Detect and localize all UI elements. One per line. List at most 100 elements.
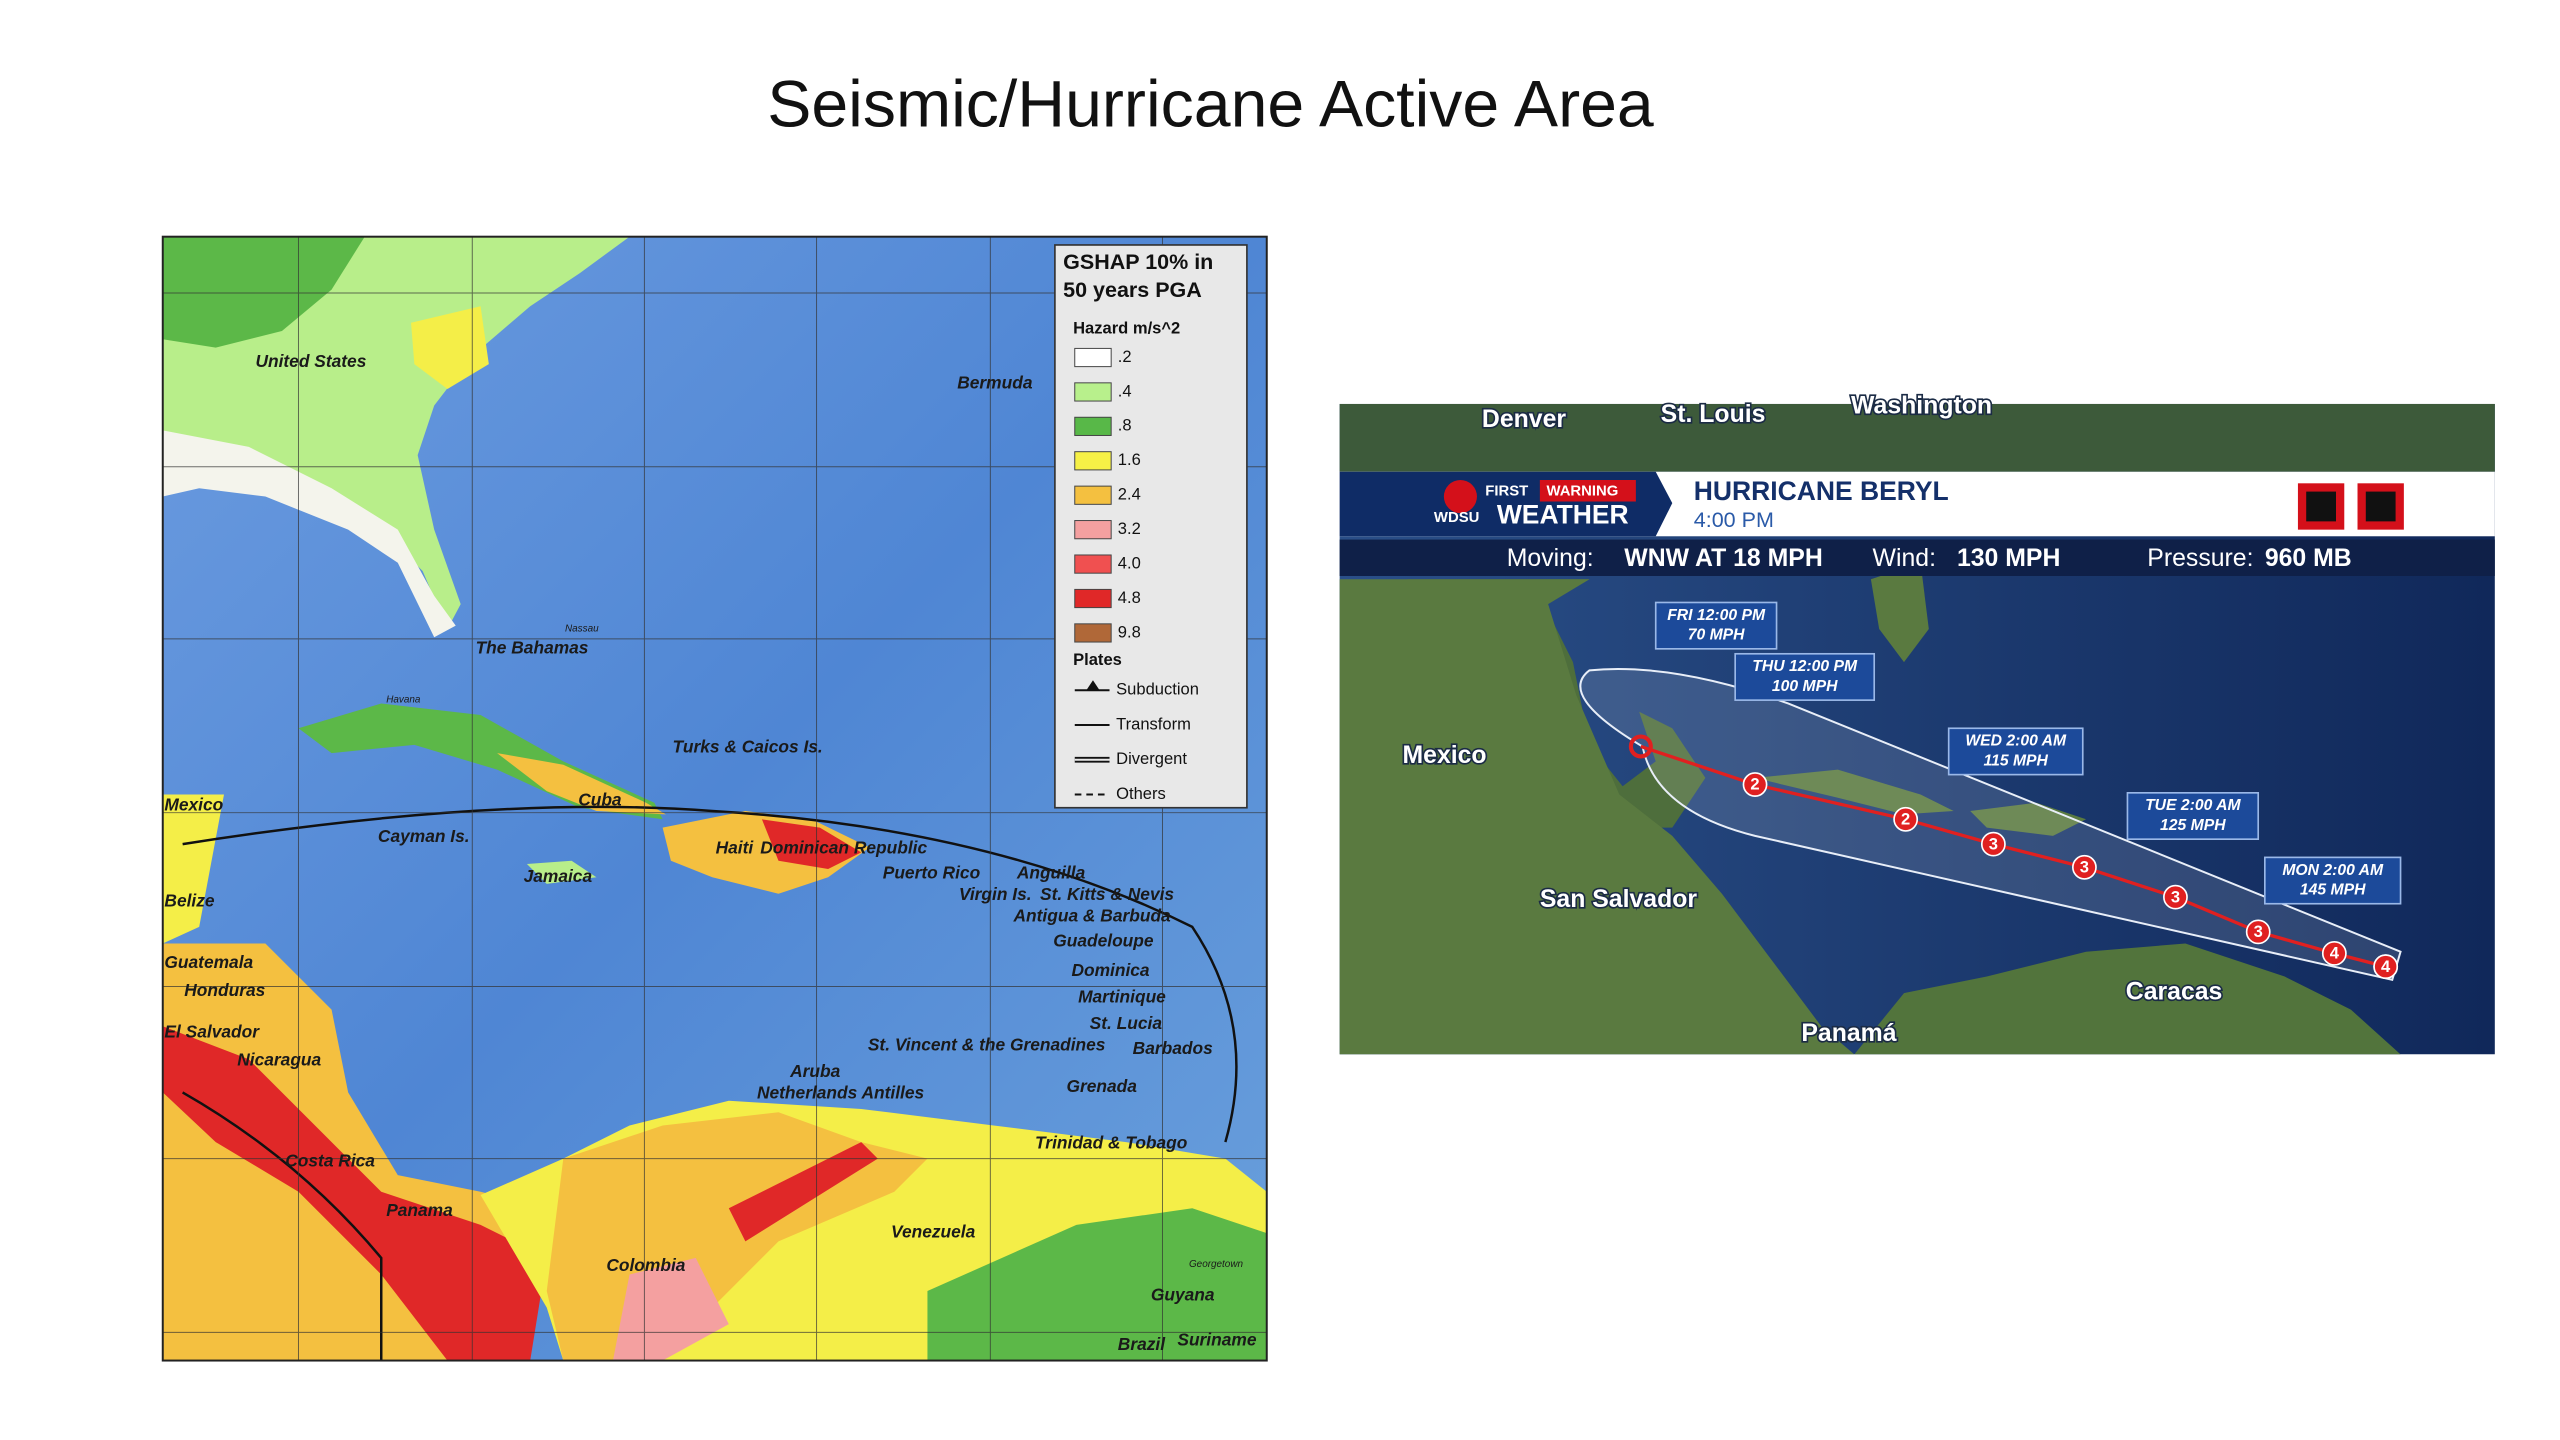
brand-first: FIRST <box>1485 484 1528 500</box>
map-label: Dominica <box>1071 960 1149 980</box>
legend-swatch <box>1074 416 1112 436</box>
map-label: Cuba <box>578 790 622 810</box>
legend-title: GSHAP 10% in <box>1063 250 1213 274</box>
track-point <box>1980 831 2006 857</box>
legend-label: 2.4 <box>1118 485 1141 504</box>
storm-now <box>1628 734 1653 759</box>
map-label: Barbados <box>1133 1038 1213 1058</box>
stat-label: Wind: <box>1873 545 1936 572</box>
forecast-box <box>2126 792 2260 840</box>
map-label: Costa Rica <box>285 1151 375 1171</box>
city-label: Panamá <box>1801 1020 1896 1047</box>
map-label: Venezuela <box>891 1222 976 1242</box>
legend-label: Divergent <box>1116 749 1187 768</box>
map-label: Mexico <box>164 795 223 815</box>
forecast-time: TUE 2:00 AM <box>2145 797 2241 814</box>
map-label: Nassau <box>565 624 599 635</box>
forecast-box <box>1947 727 2084 776</box>
brand-station: WDSU <box>1434 510 1479 526</box>
brand-weather: WEATHER <box>1497 499 1629 529</box>
map-label: Grenada <box>1066 1076 1137 1096</box>
legend-label: 9.8 <box>1118 622 1141 641</box>
track-point <box>1893 806 1919 832</box>
map-label: Haiti <box>716 838 755 858</box>
city-label: Washington <box>1851 393 1992 420</box>
track-category: 4 <box>2330 944 2340 963</box>
forecast-wind: 125 MPH <box>2160 817 2226 834</box>
legend-title: 50 years PGA <box>1063 278 1202 302</box>
map-label: Colombia <box>606 1255 685 1275</box>
map-label: Dominican Republic <box>760 838 927 858</box>
slide-title: Seismic/Hurricane Active Area <box>767 68 1654 142</box>
map-label: Belize <box>164 891 215 911</box>
legend-swatch <box>1074 588 1112 609</box>
map-label: Nicaragua <box>237 1050 321 1070</box>
stat-label: Moving: <box>1507 545 1594 572</box>
map-label: Havana <box>386 695 421 706</box>
legend-label: Others <box>1116 784 1166 803</box>
track-category: 3 <box>2171 887 2180 906</box>
map-label: Trinidad & Tobago <box>1035 1132 1188 1152</box>
forecast-wind: 145 MPH <box>2300 882 2366 899</box>
map-label: St. Vincent & the Grenadines <box>868 1035 1106 1055</box>
forecast-time: THU 12:00 PM <box>1752 658 1858 675</box>
forecast-time: MON 2:00 AM <box>2282 862 2384 879</box>
stat-value: 960 MB <box>2265 545 2352 572</box>
legend-label: 4.0 <box>1118 553 1141 572</box>
track-category: 4 <box>2381 957 2391 976</box>
city-label: San Salvador <box>1540 886 1698 913</box>
track-point <box>1742 772 1768 797</box>
legend-swatch <box>1074 451 1112 471</box>
legend-swatch <box>1074 347 1112 368</box>
map-label: Turks & Caicos Is. <box>673 737 823 757</box>
stat-value: 130 MPH <box>1957 545 2060 572</box>
track-point <box>2373 954 2399 980</box>
map-label: Guatemala <box>164 952 253 972</box>
map-label: United States <box>255 351 366 371</box>
legend-label: .4 <box>1118 381 1132 400</box>
forecast-box <box>2264 856 2402 905</box>
track-category: 3 <box>2080 858 2089 877</box>
forecast-wind: 70 MPH <box>1688 627 1745 644</box>
track-point <box>2072 854 2097 880</box>
map-label: Jamaica <box>524 866 593 886</box>
map-label: Puerto Rico <box>883 863 981 883</box>
stat-value: WNW AT 18 MPH <box>1624 545 1823 572</box>
map-label: Brazil <box>1118 1334 1166 1354</box>
map-label: Panama <box>386 1200 453 1220</box>
legend-label: .2 <box>1118 347 1132 366</box>
track-point <box>2245 919 2271 945</box>
legend-swatch <box>1074 382 1112 402</box>
map-label: Bermuda <box>957 373 1033 393</box>
map-label: Honduras <box>184 980 265 1000</box>
map-label: Aruba <box>789 1061 840 1081</box>
brand-badge <box>1539 480 1636 502</box>
city-label: Denver <box>1482 406 1566 433</box>
forecast-box <box>1734 652 1876 701</box>
legend-swatch <box>1074 520 1112 540</box>
forecast-wind: 115 MPH <box>1984 753 2049 770</box>
map-label: Guyana <box>1151 1285 1215 1305</box>
forecast-time: FRI 12:00 PM <box>1667 607 1766 624</box>
track-category: 3 <box>2254 922 2263 941</box>
map-label: Guadeloupe <box>1053 930 1154 950</box>
storm-name: HURRICANE BERYL <box>1694 476 1949 506</box>
map-label: Suriname <box>1177 1329 1256 1349</box>
storm-time: 4:00 PM <box>1694 508 1774 532</box>
track-category: 2 <box>1901 810 1910 829</box>
track-category: 3 <box>1989 834 1998 853</box>
legend-triangle <box>1086 680 1100 691</box>
map-label: Netherlands Antilles <box>757 1083 925 1103</box>
legend-label: .8 <box>1118 416 1132 435</box>
map-legend: GSHAP 10% in 50 years PGA Hazard m/s^2 .2 .4… <box>1063 250 1213 803</box>
legend-label: 4.8 <box>1118 588 1141 607</box>
legend-swatch <box>1074 485 1112 505</box>
hazard-map <box>162 236 1267 1361</box>
hurricane-labels: Denver St. Louis Washington Mexico San Salva… <box>1401 391 2402 1049</box>
forecast-wind: 100 MPH <box>1772 678 1838 695</box>
brand-warning: WARNING <box>1546 484 1618 500</box>
map-label: Anguilla <box>1016 863 1086 883</box>
map-label: Martinique <box>1078 987 1166 1007</box>
city-label: St. Louis <box>1661 401 1766 428</box>
